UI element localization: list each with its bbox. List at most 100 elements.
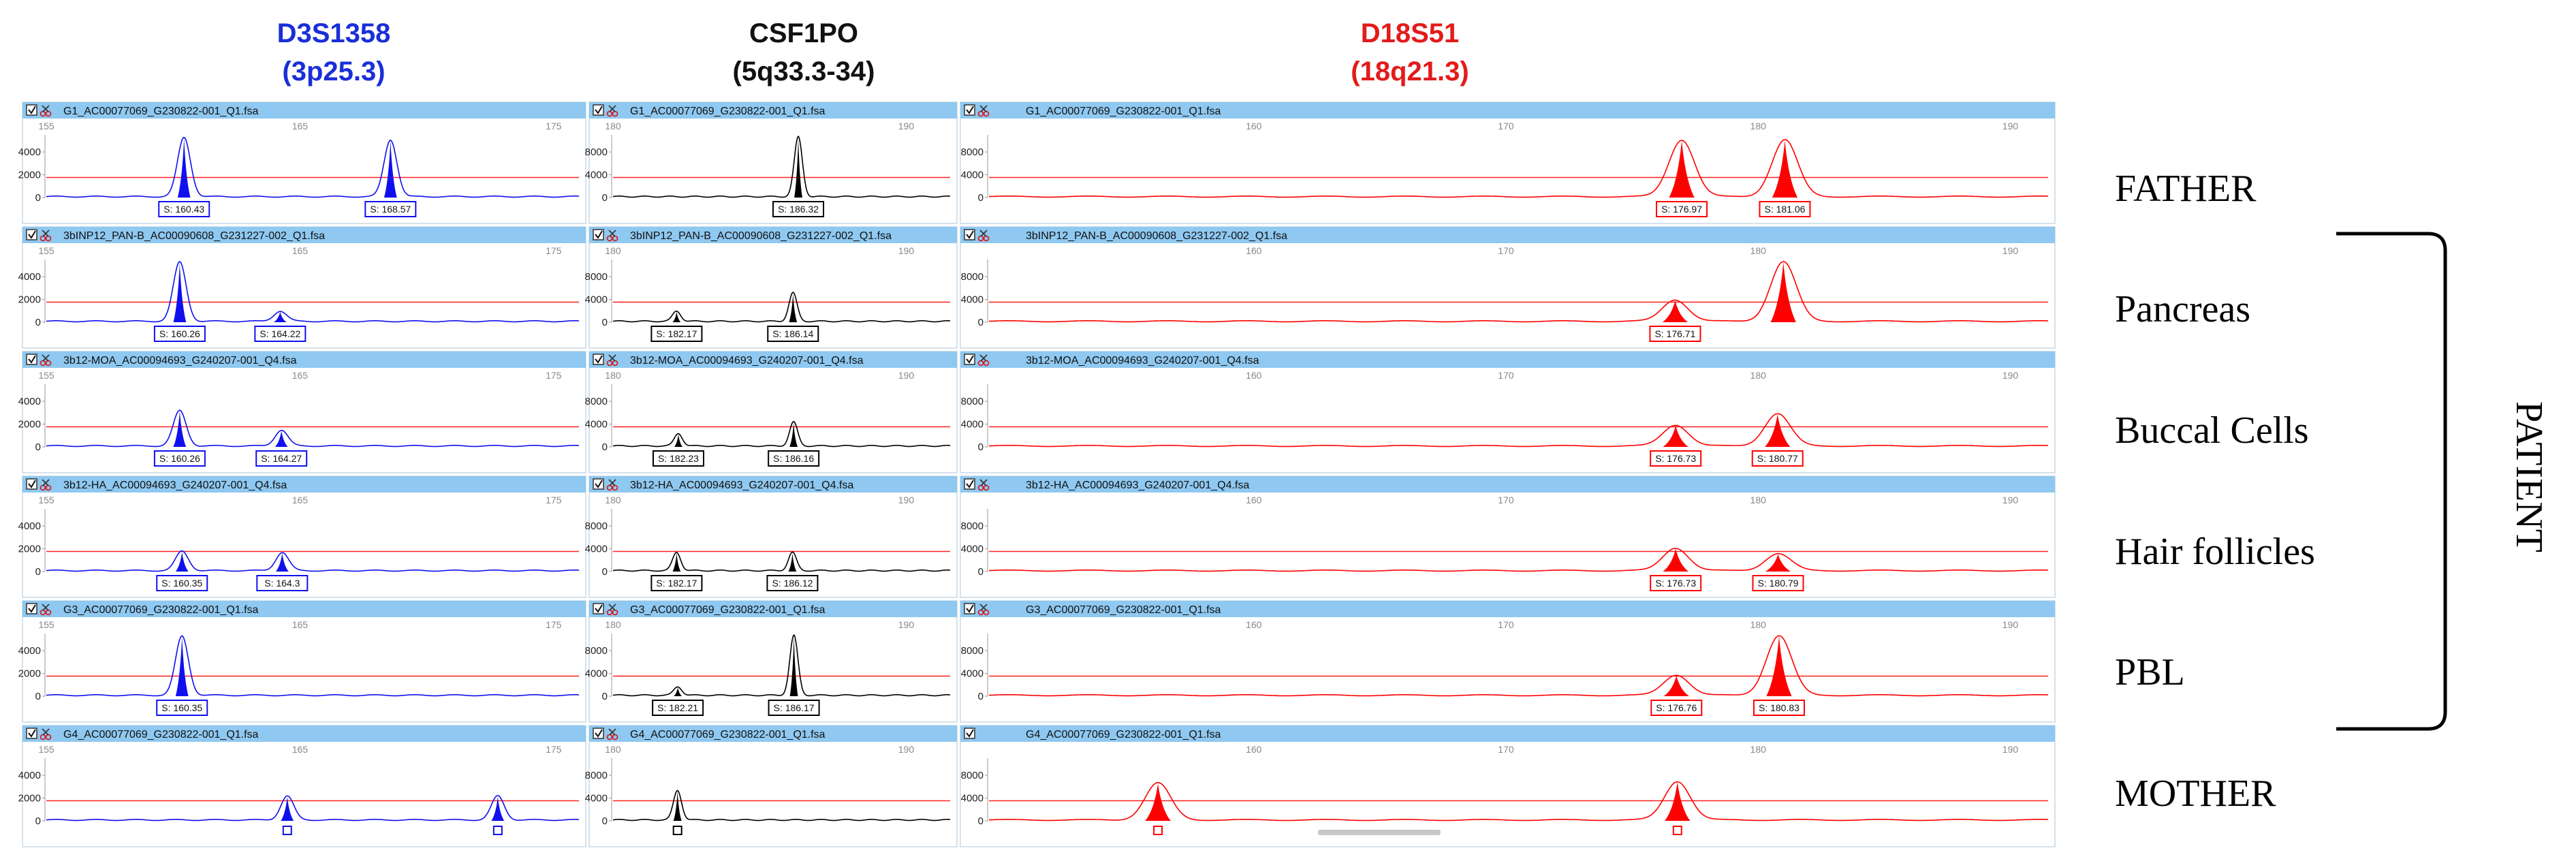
scissors-icon[interactable] <box>977 479 990 491</box>
allele-peak[interactable] <box>1765 554 1791 572</box>
allele-peak[interactable] <box>1772 140 1798 198</box>
scissors-icon[interactable] <box>606 604 618 616</box>
allele-marker-box[interactable] <box>282 826 292 835</box>
allele-label-box[interactable] <box>158 201 210 217</box>
allele-peak[interactable] <box>175 552 189 572</box>
scissors-icon[interactable] <box>977 604 990 616</box>
allele-peak[interactable] <box>674 687 682 696</box>
allele-peak[interactable] <box>175 637 189 696</box>
checkbox-icon[interactable] <box>964 104 975 116</box>
allele-label-box[interactable] <box>1650 450 1702 467</box>
allele-marker-box[interactable] <box>672 826 682 835</box>
checkbox-icon[interactable] <box>593 478 604 490</box>
allele-marker-box[interactable] <box>1153 826 1163 835</box>
horizontal-scrollbar-thumb[interactable] <box>1318 830 1441 835</box>
scissors-icon[interactable] <box>40 354 52 366</box>
allele-label-box[interactable] <box>1759 201 1811 217</box>
allele-peak[interactable] <box>1662 300 1688 322</box>
checkbox-icon[interactable] <box>964 603 975 614</box>
allele-peak[interactable] <box>789 636 798 696</box>
allele-marker-box[interactable] <box>1672 826 1682 835</box>
checkbox-icon[interactable] <box>964 728 975 739</box>
allele-peak[interactable] <box>789 294 798 322</box>
scissors-icon[interactable] <box>40 105 52 117</box>
allele-label-box[interactable] <box>1649 326 1701 342</box>
checkbox-icon[interactable] <box>593 229 604 240</box>
allele-label-box[interactable] <box>364 201 417 217</box>
checkbox-icon[interactable] <box>593 354 604 365</box>
checkbox-icon[interactable] <box>964 478 975 490</box>
allele-label-box[interactable] <box>767 326 819 342</box>
scissors-icon[interactable] <box>40 479 52 491</box>
allele-label-box[interactable] <box>650 326 703 342</box>
allele-label-box[interactable] <box>766 575 819 591</box>
allele-peak[interactable] <box>1663 426 1688 447</box>
allele-peak[interactable] <box>672 311 681 322</box>
checkbox-icon[interactable] <box>593 104 604 116</box>
allele-peak[interactable] <box>1665 782 1691 821</box>
allele-peak[interactable] <box>177 138 191 198</box>
scissors-icon[interactable] <box>977 105 990 117</box>
checkbox-icon[interactable] <box>26 478 37 490</box>
checkbox-icon[interactable] <box>964 354 975 365</box>
checkbox-icon[interactable] <box>26 603 37 614</box>
checkbox-icon[interactable] <box>26 354 37 365</box>
checkbox-icon[interactable] <box>26 104 37 116</box>
allele-peak[interactable] <box>1669 140 1695 198</box>
allele-marker-box[interactable] <box>492 826 503 835</box>
allele-peak[interactable] <box>673 791 682 821</box>
allele-label-box[interactable] <box>156 575 208 591</box>
allele-peak[interactable] <box>672 553 681 572</box>
allele-label-box[interactable] <box>153 450 206 467</box>
checkbox-icon[interactable] <box>26 728 37 739</box>
allele-peak[interactable] <box>1766 636 1792 696</box>
allele-label-box[interactable] <box>256 575 309 591</box>
allele-label-box[interactable] <box>1656 201 1708 217</box>
allele-peak[interactable] <box>274 431 288 447</box>
allele-peak[interactable] <box>491 796 505 821</box>
scissors-icon[interactable] <box>40 728 52 740</box>
allele-peak[interactable] <box>1145 783 1171 821</box>
allele-label-box[interactable] <box>255 450 308 467</box>
allele-label-box[interactable] <box>1753 700 1805 716</box>
allele-label-box[interactable] <box>1751 450 1804 467</box>
allele-label-box[interactable] <box>1650 700 1703 716</box>
checkbox-icon[interactable] <box>26 229 37 240</box>
allele-label-box[interactable] <box>1650 575 1702 591</box>
scissors-icon[interactable] <box>40 604 52 616</box>
allele-label-box[interactable] <box>156 700 208 716</box>
scissors-icon[interactable] <box>40 230 52 242</box>
allele-peak[interactable] <box>173 263 187 322</box>
allele-label-box[interactable] <box>768 700 820 716</box>
allele-label-box[interactable] <box>153 326 206 342</box>
allele-peak[interactable] <box>1663 548 1688 572</box>
allele-label-box[interactable] <box>650 575 703 591</box>
checkbox-icon[interactable] <box>593 728 604 739</box>
allele-peak[interactable] <box>789 422 798 447</box>
allele-peak[interactable] <box>1770 262 1796 322</box>
allele-peak[interactable] <box>173 411 187 447</box>
scissors-icon[interactable] <box>977 230 990 242</box>
allele-label-box[interactable] <box>768 450 820 467</box>
allele-peak[interactable] <box>794 138 802 198</box>
allele-label-box[interactable] <box>772 201 825 217</box>
allele-peak[interactable] <box>273 311 287 322</box>
scissors-icon[interactable] <box>606 105 618 117</box>
scissors-icon[interactable] <box>977 354 990 366</box>
allele-peak[interactable] <box>275 553 289 572</box>
scissors-icon[interactable] <box>606 230 618 242</box>
allele-peak[interactable] <box>1765 414 1791 447</box>
allele-peak[interactable] <box>281 796 294 821</box>
allele-label-box[interactable] <box>254 326 307 342</box>
allele-peak[interactable] <box>788 553 797 572</box>
checkbox-icon[interactable] <box>593 603 604 614</box>
scissors-icon[interactable] <box>606 479 618 491</box>
allele-peak[interactable] <box>1663 675 1689 696</box>
allele-peak[interactable] <box>383 140 397 198</box>
checkbox-icon[interactable] <box>964 229 975 240</box>
allele-label-box[interactable] <box>652 450 704 467</box>
scissors-icon[interactable] <box>606 354 618 366</box>
scissors-icon[interactable] <box>606 728 618 740</box>
allele-label-box[interactable] <box>1752 575 1804 591</box>
allele-peak[interactable] <box>674 434 682 447</box>
